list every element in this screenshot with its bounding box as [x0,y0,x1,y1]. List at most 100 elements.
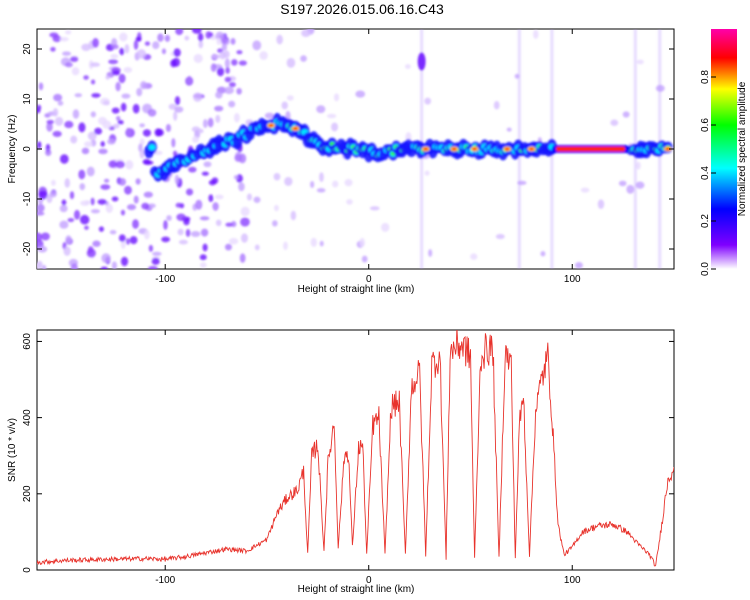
noise-speck [216,37,222,45]
noise-speck [115,116,121,121]
noise-speck [224,76,232,83]
noise-speck [100,266,108,269]
snr-axes: -100 0 100 0 200 400 600 [22,330,674,586]
x-tick-label: 0 [366,274,372,285]
noise-speck [86,248,96,258]
noise-speck [120,209,126,216]
noise-speck [79,214,90,225]
ridge-bar-core [555,146,626,152]
noise-speck [173,48,181,57]
noise-speck [118,234,126,242]
x-tick-label: 100 [564,274,581,285]
colorbar-label: Normalized spectral amplitude [737,81,748,216]
noise-speck [59,154,69,164]
noise-speck [193,53,203,63]
colorbar-tick-label: 0.6 [700,118,711,132]
noise-speck [132,219,139,229]
isolated-blob [417,52,426,71]
noise-speck [187,75,192,86]
noise-speck [57,100,64,106]
noise-speck [381,222,390,232]
noise-speck [635,181,645,189]
noise-speck [79,183,86,191]
spectrogram-ylabel: Frequency (Hz) [7,115,18,184]
noise-speck [64,120,74,129]
ridge-peak-max [423,147,429,151]
noise-speck [166,215,172,221]
noise-speck [124,185,132,195]
noise-speck [575,262,583,269]
noise-speck [319,172,324,183]
ridge-peak-max [472,147,478,151]
noise-speck [274,204,279,212]
noise-speck [207,117,214,128]
y-tick-label: 20 [22,43,33,55]
noise-speck [136,49,147,59]
noise-speck [42,264,47,269]
noise-speck [174,96,181,106]
noise-speck [111,107,120,114]
ridge-peak-max [665,147,671,151]
noise-speck [120,256,129,267]
noise-speck [239,253,246,263]
noise-speck [120,239,126,249]
noise-speck [100,97,110,106]
noise-speck [424,170,430,176]
noise-speck [133,39,139,50]
snr-ylabel: SNR (10 * v/v) [7,418,18,482]
noise-speck [246,193,252,201]
ridge-peak-max [451,147,457,151]
noise-speck [111,44,119,50]
noise-speck [46,119,55,124]
noise-speck [272,220,278,227]
noise-speck [110,53,119,59]
noise-speck [52,130,62,138]
noise-speck [264,112,275,119]
noise-speck [164,34,171,42]
noise-speck [37,203,45,213]
noise-speck [215,219,222,227]
y-tick-label: 200 [22,485,33,502]
noise-speck [84,225,89,230]
noise-speck [205,31,212,39]
noise-speck [70,56,79,63]
noise-speck [78,122,86,133]
x-tick-label: -100 [155,274,175,285]
noise-speck [199,262,207,268]
noise-speck [80,200,90,206]
noise-speck [224,86,234,95]
noise-speck [86,166,95,177]
noise-speck [344,179,353,187]
noise-speck [175,202,182,208]
snr-xlabel: Height of straight line (km) [298,584,415,595]
noise-speck [111,196,119,202]
noise-speck [346,199,353,205]
noise-speck [228,100,236,108]
noise-speck [233,175,239,180]
noise-speck [64,178,71,188]
noise-speck [191,29,202,34]
noise-speck [281,101,288,110]
noise-speck [97,199,107,205]
noise-speck [276,34,283,45]
noise-speck [231,59,238,66]
noise-speck [109,230,117,235]
noise-speck [90,79,96,85]
colorbar-ticks: 0.0 0.2 0.4 0.6 0.8 [700,70,716,276]
noise-speck [78,169,86,180]
noise-speck [300,55,307,62]
noise-speck [147,108,157,117]
colorbar-tick-label: 0.4 [700,166,711,180]
noise-speck [100,184,111,190]
noise-speck [118,73,126,84]
noise-speck [225,67,230,74]
snr-frame [36,329,675,571]
noise-speck [210,63,217,72]
noise-speck [259,51,268,60]
noise-speck [108,59,119,65]
noise-speck [252,40,262,51]
noise-speck [49,32,59,38]
noise-speck [71,67,80,76]
y-tick-label: 400 [22,409,33,426]
